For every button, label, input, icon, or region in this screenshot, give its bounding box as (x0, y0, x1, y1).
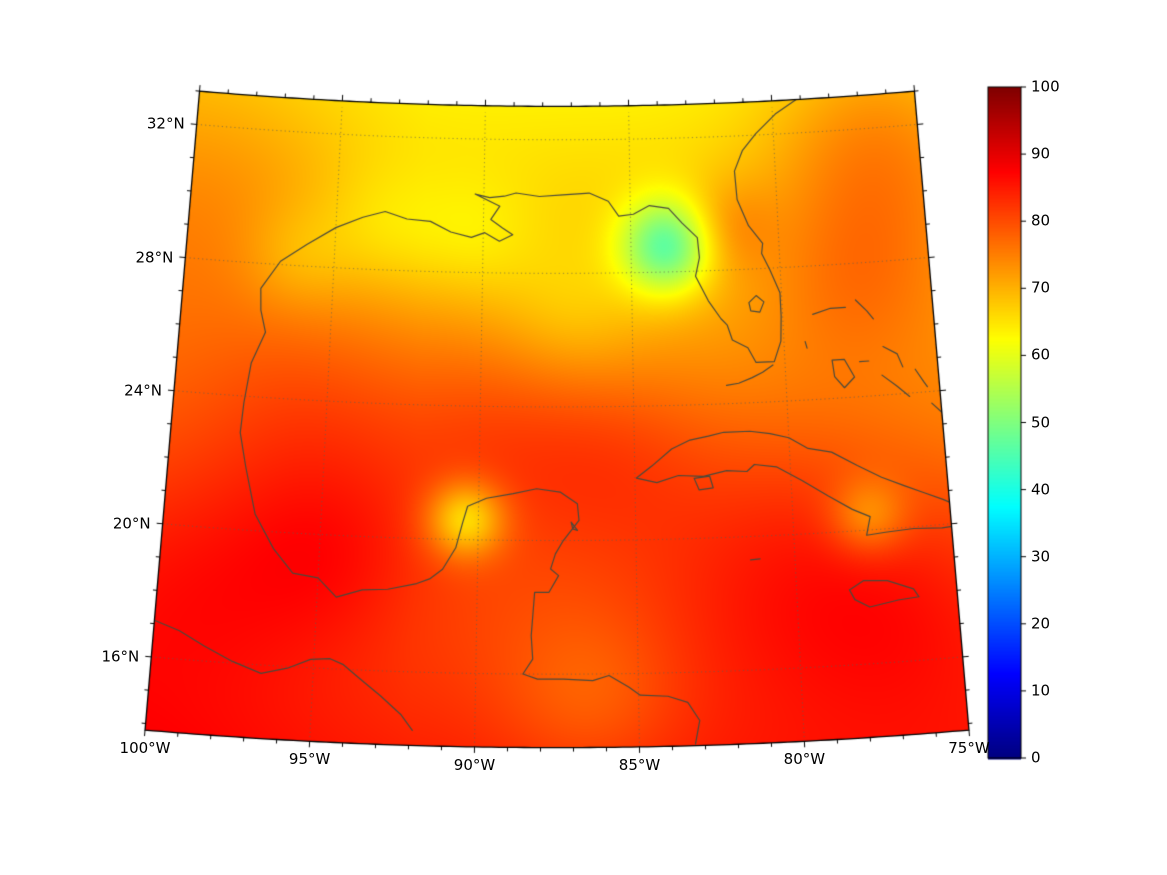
lon-tick-label: 95°W (288, 750, 331, 769)
colorbar-tick-label: 70 (1031, 278, 1051, 297)
lat-tick-label: 16°N (101, 647, 140, 666)
colorbar-tick-label: 80 (1031, 211, 1051, 230)
colorbar-tick-label: 50 (1031, 413, 1051, 431)
lon-tick-label: 75°W (948, 739, 990, 758)
lon-tick-label: 100°W (119, 739, 171, 758)
colorbar (988, 87, 1021, 758)
colorbar-tick-label: 0 (1031, 748, 1041, 767)
colorbar-tick-label: 90 (1031, 144, 1051, 163)
colorbar-tick-label: 40 (1031, 480, 1051, 499)
map-region (145, 80, 975, 760)
lon-tick-label: 80°W (783, 750, 826, 769)
colorbar-tick-label: 20 (1031, 614, 1051, 633)
lon-tick-label: 90°W (453, 755, 496, 774)
colorbar-tick-label: 60 (1031, 345, 1051, 364)
lat-tick-label: 28°N (135, 248, 174, 267)
lat-tick-label: 20°N (112, 514, 151, 533)
colorbar-tick-label: 10 (1031, 681, 1051, 700)
lat-tick-label: 24°N (124, 381, 162, 400)
lon-tick-label: 85°W (618, 755, 661, 774)
colorbar-tick-label: 30 (1031, 547, 1051, 566)
colorbar-tick-label: 100 (1031, 77, 1060, 96)
lat-tick-label: 32°N (146, 114, 185, 133)
